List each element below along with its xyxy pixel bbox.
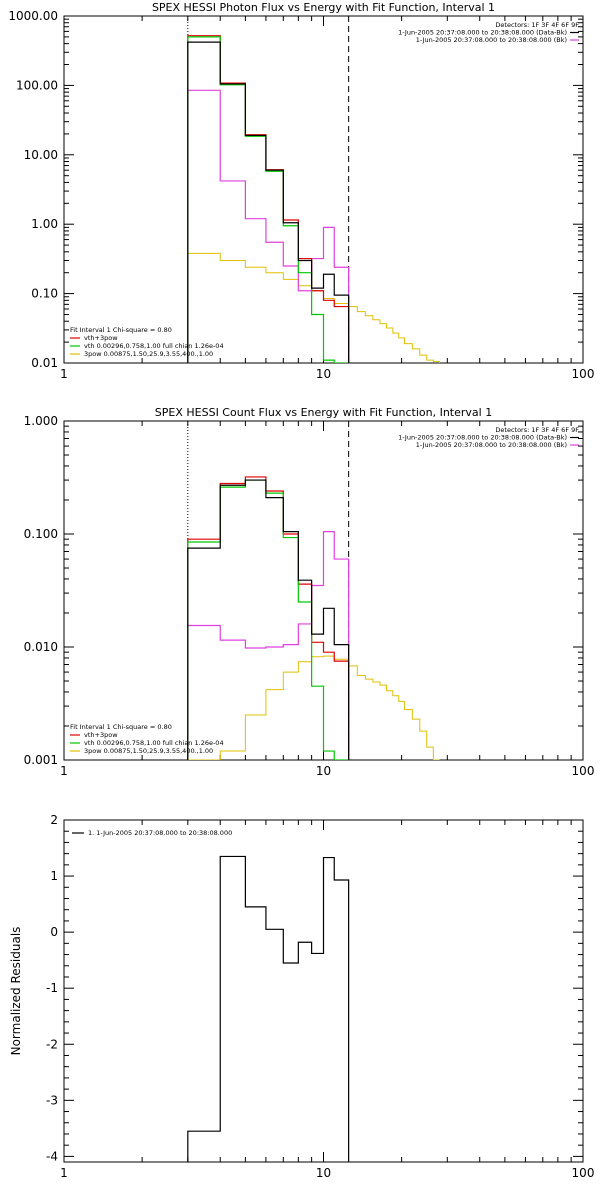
series-data-bk-line — [187, 479, 350, 760]
plot-frame — [63, 420, 584, 761]
residuals-line — [187, 855, 350, 1162]
legend-header-text: 1-Jun-2005 20:37:08.000 to 20:38:08.000 … — [398, 29, 567, 37]
plot-area — [187, 421, 440, 760]
x-tick-label: 100 — [572, 367, 595, 381]
fit-legend-entry: 3pow 0.00875,1.50,25.9,3.55,400.,1.00 — [84, 747, 213, 755]
chart-title: SPEX HESSI Photon Flux vs Energy with Fi… — [152, 1, 495, 14]
y-tick-label: -1 — [46, 981, 58, 995]
chart-title: SPEX HESSI Count Flux vs Energy with Fit… — [155, 406, 492, 419]
y-axis-label: Normalized Residuals — [9, 927, 23, 1056]
x-tick-label: 1 — [60, 1166, 68, 1180]
x-tick-label: 100 — [572, 1166, 595, 1180]
plot-area — [187, 16, 441, 363]
y-tick-label: 0.01 — [31, 356, 58, 370]
legend-header-text: 1-Jun-2005 20:37:08.000 to 20:38:08.000 … — [416, 441, 567, 449]
y-tick-label: 0 — [50, 925, 58, 939]
y-tick-label: 0.10 — [31, 287, 58, 301]
y-tick-label: 1000.00 — [8, 9, 58, 23]
fit-legend-entry: vth+3pow — [84, 731, 118, 739]
fit-legend-entry: 3pow 0.00875,1.50,25.9,3.55,400.,1.00 — [84, 350, 213, 358]
fit-legend-entry: vth+3pow — [84, 334, 118, 342]
y-tick-label: 2 — [50, 813, 58, 827]
x-tick-label: 1 — [60, 764, 68, 778]
y-tick-label: 10.00 — [24, 148, 58, 162]
chart-panel-3: Normalized Residuals 1 10 100 -4 -3 -2 -1 0 1 2 1. … — [9, 813, 594, 1180]
fit-legend-title: Fit Interval 1 Chi-square = 0.80 — [70, 326, 172, 334]
x-tick-label: 10 — [316, 1166, 331, 1180]
chart-panel-2: SPEX HESSI Count Flux vs Energy with Fit… — [24, 406, 595, 778]
legend-header-text: 1-Jun-2005 20:37:08.000 to 20:38:08.000 … — [416, 36, 567, 44]
x-tick-label: 1 — [60, 367, 68, 381]
y-tick-label: -2 — [46, 1037, 58, 1051]
fit-legend-entry: vth 0.00296,0.758,1.00 full chian 1.26e-… — [84, 739, 224, 747]
series-3pow-line — [187, 252, 441, 363]
y-tick-label: 1.00 — [31, 217, 58, 231]
y-tick-label: 1 — [50, 869, 58, 883]
legend-entry: 1. 1-Jun-2005 20:37:08.000 to 20:38:08.0… — [88, 829, 232, 837]
series-bk-line — [187, 531, 350, 760]
y-tick-label: 0.100 — [24, 527, 58, 541]
plot-frame — [63, 819, 584, 1163]
y-tick-label: 0.001 — [24, 753, 58, 767]
legend-header-text: Detectors: 1F 3F 4F 6F 9F — [495, 426, 579, 434]
legend-header-text: Detectors: 1F 3F 4F 6F 9F — [495, 21, 579, 29]
y-tick-label: 1.000 — [24, 414, 58, 428]
x-tick-label: 10 — [316, 764, 331, 778]
fit-legend-title: Fit Interval 1 Chi-square = 0.80 — [70, 723, 172, 731]
series-bk-line — [187, 89, 350, 363]
series-3pow-line — [187, 655, 440, 760]
fit-legend-entry: vth 0.00296,0.758,1.00 full chian 1.26e-… — [84, 342, 224, 350]
x-tick-label: 10 — [316, 367, 331, 381]
series-vth-line — [187, 36, 349, 363]
x-tick-label: 100 — [572, 764, 595, 778]
plot-frame — [63, 15, 584, 364]
series-vth-3pow-line — [187, 476, 350, 760]
y-tick-label: -4 — [46, 1149, 58, 1163]
y-tick-label: 0.010 — [24, 640, 58, 654]
y-tick-label: -3 — [46, 1093, 58, 1107]
series-vth-3pow-line — [187, 35, 350, 363]
chart-panel-1: SPEX HESSI Photon Flux vs Energy with Fi… — [8, 1, 594, 381]
y-tick-label: 100.00 — [16, 78, 58, 92]
plot-area — [187, 855, 350, 1162]
legend-header-text: 1-Jun-2005 20:37:08.000 to 20:38:08.000 … — [398, 434, 567, 442]
series-data-bk-line — [187, 41, 350, 363]
